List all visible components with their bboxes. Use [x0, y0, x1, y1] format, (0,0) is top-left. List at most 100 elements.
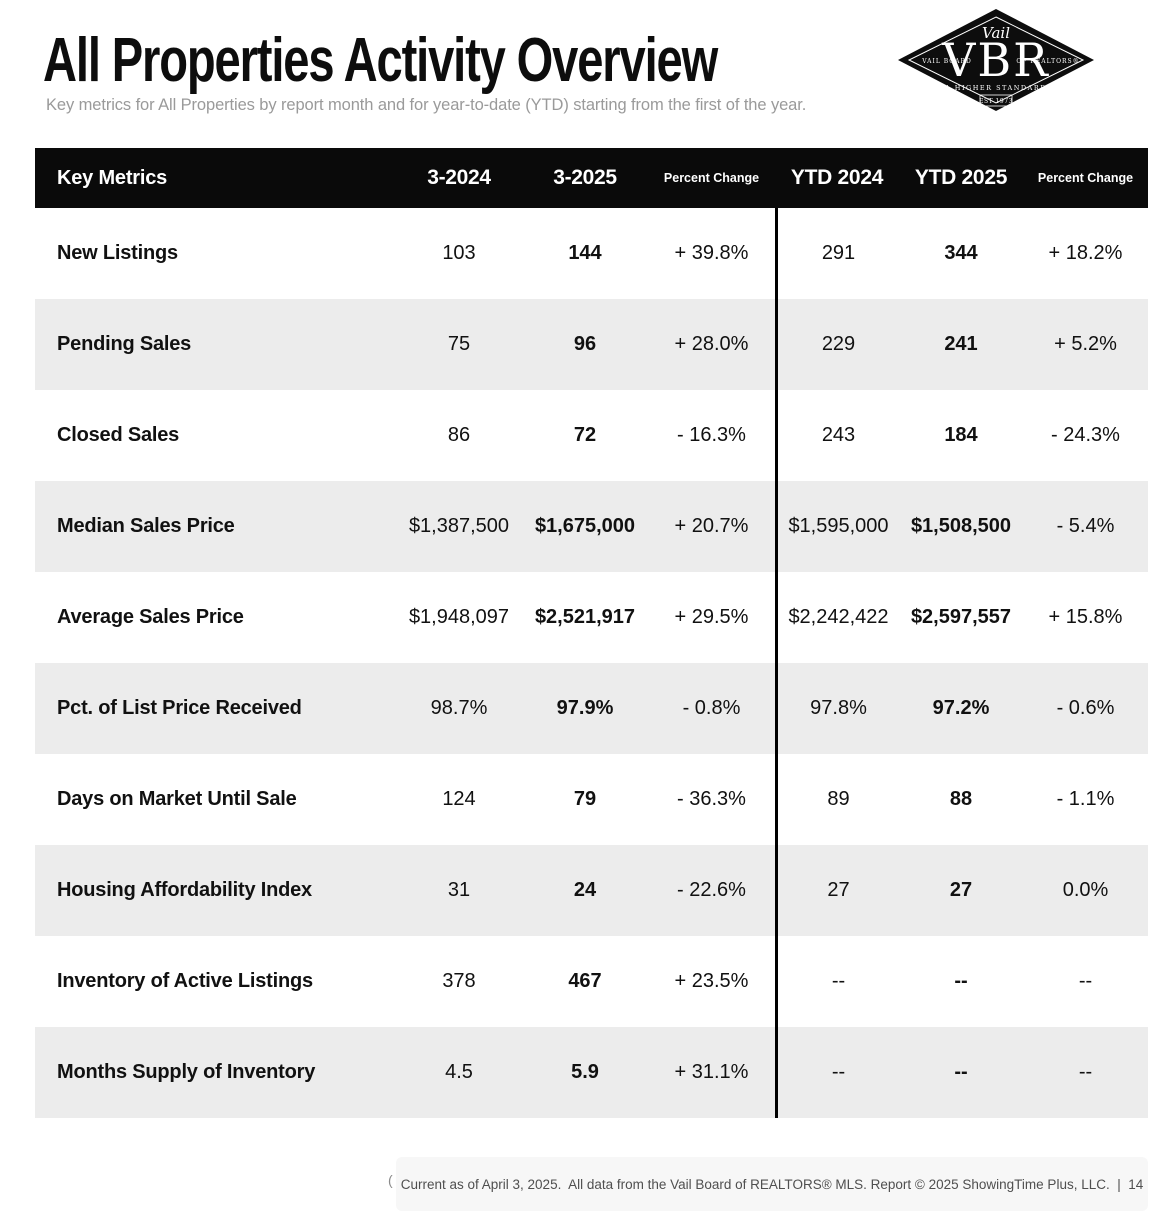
- cell-ytd-change: - 0.6%: [1056, 697, 1115, 719]
- logo-monogram: VBR: [941, 33, 1050, 87]
- cell-month-2025: $2,521,917: [534, 606, 636, 628]
- cell-ytd-change: + 18.2%: [1048, 242, 1123, 264]
- cell-month-change: + 28.0%: [674, 333, 749, 355]
- row-label: Average Sales Price: [57, 606, 244, 628]
- cell-ytd-2024: 89: [775, 754, 899, 845]
- row-label: New Listings: [57, 242, 178, 264]
- cell-ytd-2025: 241: [944, 333, 978, 355]
- cell-ytd-2024: --: [775, 1027, 899, 1118]
- row-label: Closed Sales: [57, 424, 180, 446]
- logo-established: EST 1973: [979, 98, 1013, 105]
- row-label: Inventory of Active Listings: [57, 970, 313, 992]
- cell-month-2025: 5.9: [571, 1061, 599, 1083]
- cell-month-change: - 0.8%: [682, 697, 741, 719]
- cell-month-change: + 23.5%: [674, 970, 749, 992]
- cell-month-2024: 4.5: [445, 1061, 473, 1083]
- cell-ytd-2024: $2,242,422: [775, 572, 899, 663]
- logo-diamond-shape: [898, 9, 1094, 111]
- cell-month-2024: 378: [442, 970, 476, 992]
- row-label: Months Supply of Inventory: [57, 1061, 316, 1083]
- cell-ytd-2025: 97.2%: [932, 697, 990, 719]
- table-row-housing-affordability: Housing Affordability Index 31 24 - 22.6…: [35, 845, 1148, 936]
- cell-ytd-2025: 88: [949, 788, 973, 810]
- cell-month-2024: 124: [442, 788, 476, 810]
- cell-ytd-2024: --: [775, 936, 899, 1027]
- cell-ytd-2024: 291: [775, 208, 899, 299]
- cell-month-2024: 98.7%: [430, 697, 488, 719]
- cell-ytd-change: - 1.1%: [1056, 788, 1115, 810]
- cell-ytd-2024: 229: [775, 299, 899, 390]
- logo-est-box: [979, 94, 1013, 107]
- cell-ytd-2025: 184: [944, 424, 978, 446]
- row-label: Days on Market Until Sale: [57, 788, 297, 810]
- cell-ytd-change: --: [1078, 1061, 1093, 1083]
- cell-month-2024: 103: [442, 242, 476, 264]
- cell-month-2024: 75: [447, 333, 471, 355]
- cell-month-2025: 144: [568, 242, 602, 264]
- table-row-pending-sales: Pending Sales 75 96 + 28.0% 229 241 + 5.…: [35, 299, 1148, 390]
- header-cell-percent-change-ytd: Percent Change: [1037, 171, 1134, 185]
- header-cell-percent-change-month: Percent Change: [663, 171, 760, 185]
- logo-script-text: Vail: [982, 24, 1010, 42]
- cell-ytd-2025: $1,508,500: [910, 515, 1012, 537]
- cell-month-change: + 39.8%: [674, 242, 749, 264]
- logo-right-text: OF REALTORS®: [1016, 58, 1079, 65]
- header-cell-month-2025: 3-2025: [553, 166, 617, 189]
- header-cell-key-metrics: Key Metrics: [57, 166, 168, 189]
- cell-month-2024: 86: [447, 424, 471, 446]
- row-label: Pct. of List Price Received: [57, 697, 302, 719]
- footer-text: Current as of April 3, 2025. All data fr…: [400, 1176, 1144, 1192]
- metrics-table: Key Metrics 3-2024 3-2025 Percent Change…: [35, 148, 1148, 1118]
- cell-ytd-2024: $1,595,000: [775, 481, 899, 572]
- cell-month-change: + 20.7%: [674, 515, 749, 537]
- logo-left-text: VAIL BOARD: [921, 58, 972, 65]
- table-row-days-on-market: Days on Market Until Sale 124 79 - 36.3%…: [35, 754, 1148, 845]
- cell-month-2025: 96: [573, 333, 597, 355]
- cell-month-2024: $1,948,097: [408, 606, 510, 628]
- cell-ytd-change: + 15.8%: [1048, 606, 1123, 628]
- footer-bar: Current as of April 3, 2025. All data fr…: [396, 1157, 1148, 1211]
- table-row-pct-list-price-received: Pct. of List Price Received 98.7% 97.9% …: [35, 663, 1148, 754]
- row-label: Pending Sales: [57, 333, 192, 355]
- vbr-diamond-logo-icon: Vail VBR VAIL BOARD OF REALTORS® A HIGHE…: [898, 9, 1094, 111]
- page-subtitle: Key metrics for All Properties by report…: [46, 96, 807, 114]
- header-cell-month-2024: 3-2024: [427, 166, 491, 189]
- cell-ytd-2024: 243: [775, 390, 899, 481]
- vbr-logo: Vail VBR VAIL BOARD OF REALTORS® A HIGHE…: [896, 8, 1096, 112]
- cell-ytd-2024: 27: [775, 845, 899, 936]
- cell-month-2025: 72: [573, 424, 597, 446]
- table-row-months-supply: Months Supply of Inventory 4.5 5.9 + 31.…: [35, 1027, 1148, 1118]
- cell-month-change: + 31.1%: [674, 1061, 749, 1083]
- table-header-row: Key Metrics 3-2024 3-2025 Percent Change…: [35, 148, 1148, 208]
- cell-month-2025: 467: [568, 970, 602, 992]
- row-label: Housing Affordability Index: [57, 879, 312, 901]
- page-title: All Properties Activity Overview: [43, 26, 718, 95]
- cell-month-2024: 31: [447, 879, 471, 901]
- header-cell-ytd-2024: YTD 2024: [790, 166, 884, 189]
- cell-ytd-2025: --: [954, 1061, 968, 1083]
- cell-ytd-change: - 24.3%: [1051, 424, 1120, 446]
- footer-cropped-fragment: (: [388, 1172, 393, 1188]
- header-cell-ytd-2025: YTD 2025: [914, 166, 1008, 189]
- logo-inner-border: [907, 16, 1085, 104]
- table-row-new-listings: New Listings 103 144 + 39.8% 291 344 + 1…: [35, 208, 1148, 299]
- table-row-closed-sales: Closed Sales 86 72 - 16.3% 243 184 - 24.…: [35, 390, 1148, 481]
- row-label: Median Sales Price: [57, 515, 235, 537]
- cell-ytd-change: - 5.4%: [1056, 515, 1115, 537]
- table-row-inventory-active-listings: Inventory of Active Listings 378 467 + 2…: [35, 936, 1148, 1027]
- cell-month-change: - 16.3%: [677, 424, 746, 446]
- table-row-median-sales-price: Median Sales Price $1,387,500 $1,675,000…: [35, 481, 1148, 572]
- cell-ytd-change: --: [1078, 970, 1093, 992]
- cell-month-2025: 97.9%: [556, 697, 614, 719]
- table-row-average-sales-price: Average Sales Price $1,948,097 $2,521,91…: [35, 572, 1148, 663]
- cell-ytd-2024: 97.8%: [775, 663, 899, 754]
- cell-month-change: - 36.3%: [677, 788, 746, 810]
- cell-ytd-change: 0.0%: [1062, 879, 1109, 901]
- cell-month-2024: $1,387,500: [408, 515, 510, 537]
- cell-ytd-2025: 27: [949, 879, 973, 901]
- logo-tagline: A HIGHER STANDARD: [944, 84, 1047, 92]
- cell-month-change: + 29.5%: [674, 606, 749, 628]
- cell-ytd-change: + 5.2%: [1054, 333, 1117, 355]
- cell-ytd-2025: --: [954, 970, 968, 992]
